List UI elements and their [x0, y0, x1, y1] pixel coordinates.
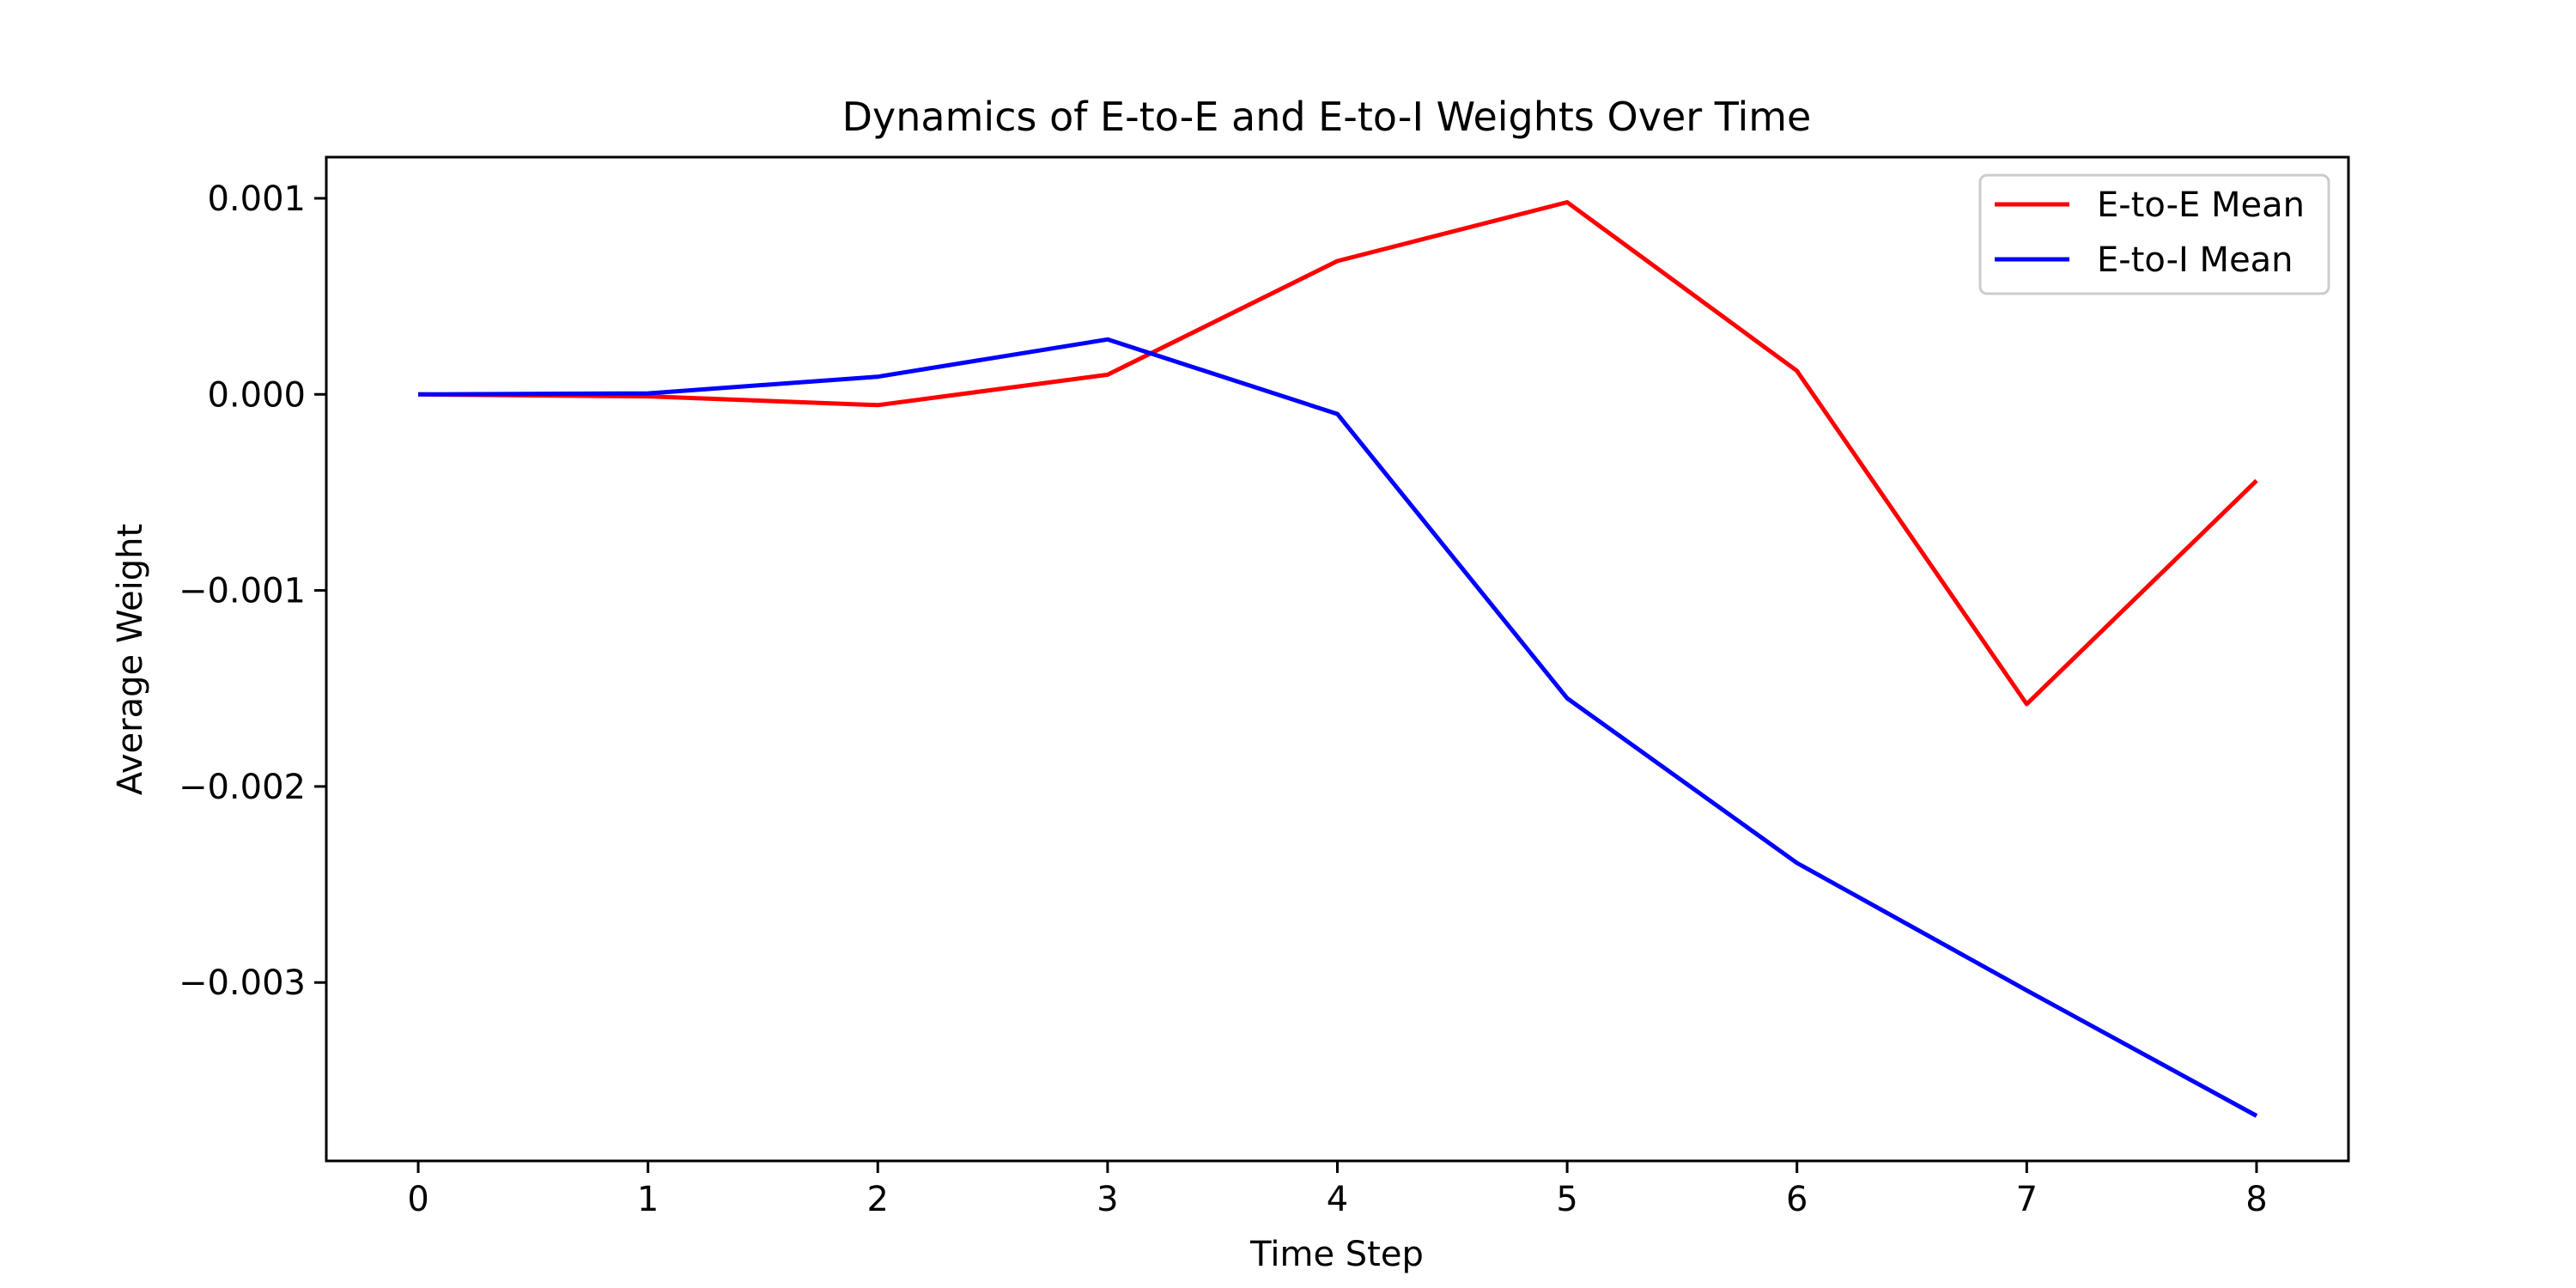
- legend: E-to-E Mean E-to-I Mean: [1978, 173, 2330, 295]
- series-lines: [417, 200, 2258, 1118]
- x-axis: 0 1 2 3 4 5 6 7 8: [407, 1161, 2268, 1219]
- x-tick-label: 4: [1327, 1180, 1348, 1219]
- y-tick-label: −0.002: [179, 768, 306, 807]
- legend-label-e-to-i: E-to-I Mean: [2097, 240, 2293, 280]
- chart-title: Dynamics of E-to-E and E-to-I Weights Ov…: [842, 94, 1812, 140]
- y-tick-label: −0.001: [179, 572, 306, 611]
- x-tick-label: 6: [1786, 1180, 1807, 1219]
- y-axis-label: Average Weight: [111, 524, 150, 795]
- x-tick-label: 8: [2245, 1180, 2267, 1219]
- x-tick-label: 0: [407, 1180, 428, 1219]
- plot-area-frame: [325, 155, 2350, 1163]
- y-tick-label: 0.000: [207, 375, 306, 415]
- x-tick-label: 7: [2016, 1180, 2038, 1219]
- series-line-1: [417, 337, 2258, 1118]
- x-tick-label: 5: [1556, 1180, 1577, 1219]
- x-tick-label: 2: [867, 1180, 889, 1219]
- legend-label-e-to-e: E-to-E Mean: [2097, 185, 2305, 225]
- y-tick-label: 0.001: [207, 179, 306, 219]
- x-axis-label: Time Step: [1249, 1235, 1424, 1274]
- y-axis: 0.001 0.000 −0.001 −0.002 −0.003: [179, 179, 326, 1003]
- y-tick-label: −0.003: [179, 963, 306, 1003]
- x-tick-label: 3: [1097, 1180, 1118, 1219]
- x-tick-label: 1: [637, 1180, 659, 1219]
